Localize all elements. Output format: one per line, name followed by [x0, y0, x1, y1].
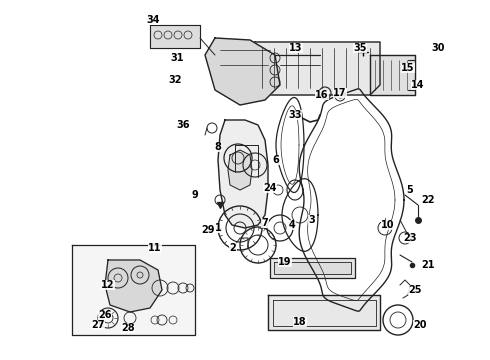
Text: 28: 28	[121, 323, 135, 333]
Text: 9: 9	[192, 190, 198, 200]
Text: 4: 4	[289, 220, 295, 230]
Text: 33: 33	[288, 110, 302, 120]
Text: 23: 23	[403, 233, 417, 243]
Text: 26: 26	[98, 310, 112, 320]
Text: 7: 7	[262, 218, 269, 228]
Text: 16: 16	[315, 90, 329, 100]
Polygon shape	[218, 120, 268, 228]
Polygon shape	[72, 245, 195, 335]
Text: 15: 15	[401, 63, 415, 73]
Text: 27: 27	[91, 320, 105, 330]
Polygon shape	[255, 42, 380, 95]
Text: 19: 19	[278, 257, 292, 267]
Text: 10: 10	[381, 220, 395, 230]
Text: 18: 18	[293, 317, 307, 327]
Text: 35: 35	[353, 43, 367, 53]
Polygon shape	[370, 55, 415, 95]
Text: 13: 13	[289, 43, 303, 53]
Text: 32: 32	[168, 75, 182, 85]
Text: 22: 22	[421, 195, 435, 205]
Text: 11: 11	[148, 243, 162, 253]
Text: 8: 8	[215, 142, 221, 152]
Text: 21: 21	[421, 260, 435, 270]
Text: 20: 20	[413, 320, 427, 330]
Text: 12: 12	[101, 280, 115, 290]
Polygon shape	[228, 150, 252, 190]
Text: 5: 5	[407, 185, 414, 195]
Polygon shape	[105, 260, 162, 312]
Text: 17: 17	[333, 88, 347, 98]
Polygon shape	[205, 38, 280, 105]
Polygon shape	[150, 25, 200, 48]
Polygon shape	[268, 295, 380, 330]
Text: 6: 6	[272, 155, 279, 165]
Polygon shape	[274, 262, 351, 274]
Text: 30: 30	[431, 43, 445, 53]
Text: 36: 36	[176, 120, 190, 130]
Text: 29: 29	[201, 225, 215, 235]
Text: 34: 34	[146, 15, 160, 25]
Text: 1: 1	[215, 223, 221, 233]
Text: 24: 24	[263, 183, 277, 193]
Text: 14: 14	[411, 80, 425, 90]
Text: 25: 25	[408, 285, 422, 295]
Text: 31: 31	[170, 53, 184, 63]
Text: 3: 3	[309, 215, 316, 225]
Text: 2: 2	[230, 243, 236, 253]
Polygon shape	[270, 258, 355, 278]
